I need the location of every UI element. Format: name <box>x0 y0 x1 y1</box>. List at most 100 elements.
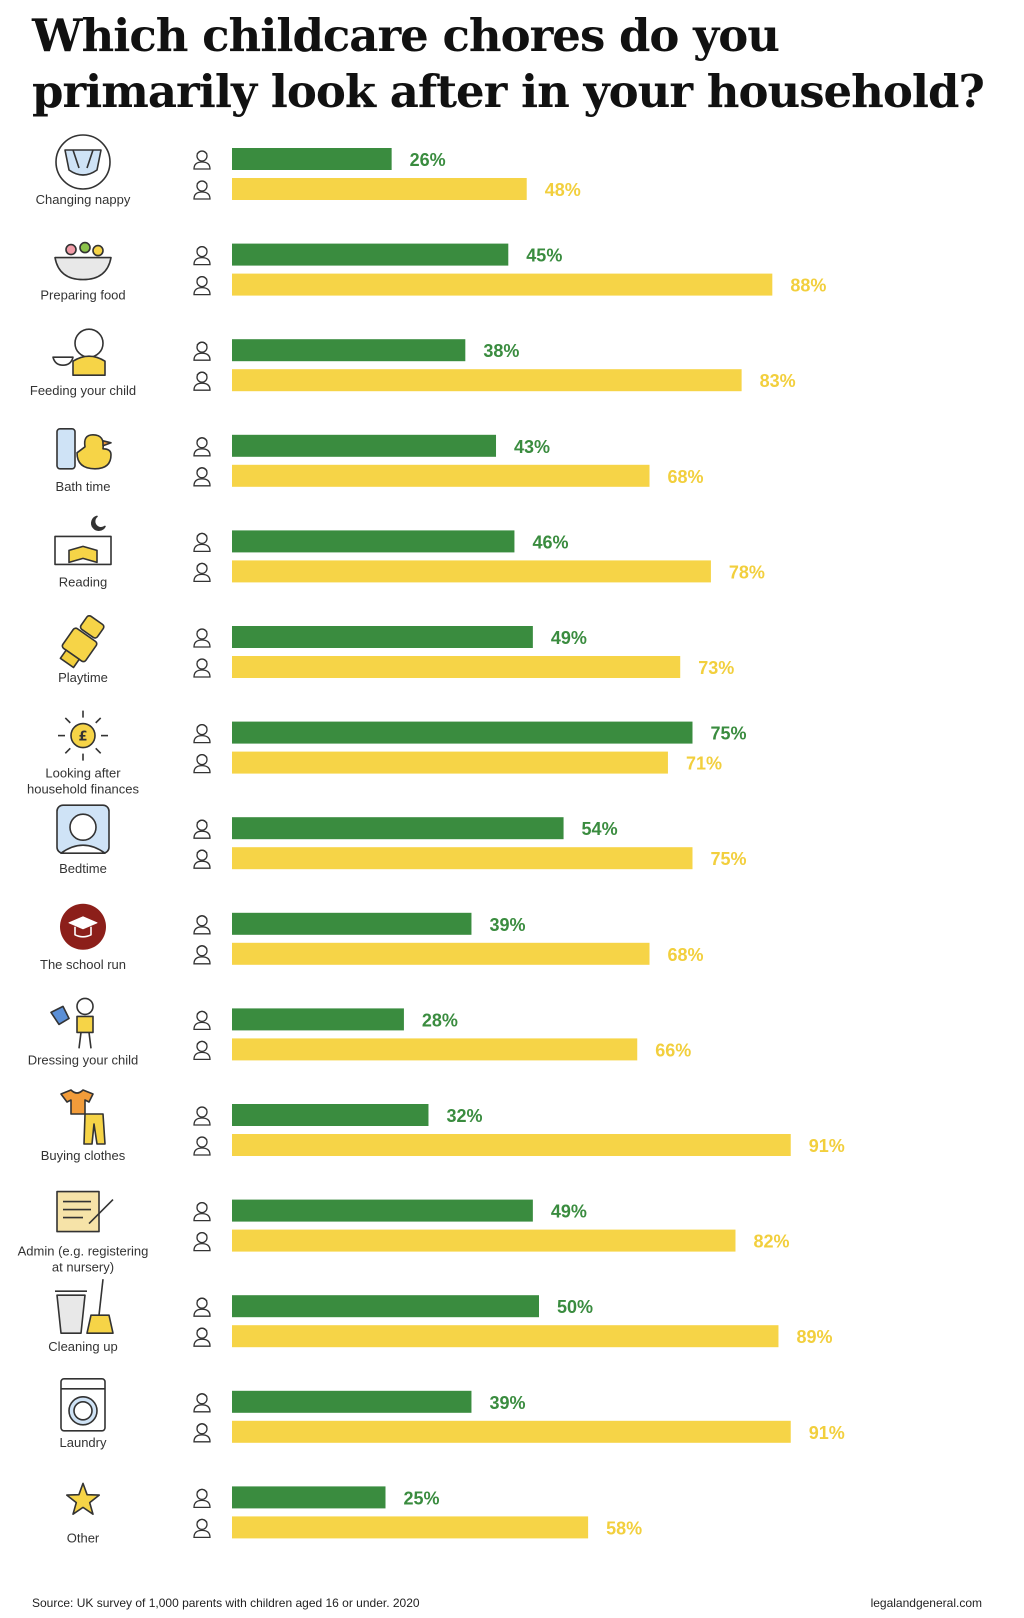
bar <box>232 817 564 840</box>
bar <box>232 1104 429 1126</box>
person-icon <box>193 180 211 200</box>
person-icon <box>193 819 211 839</box>
data-label: 45% <box>526 246 562 266</box>
bar <box>232 1325 779 1348</box>
data-label: 26% <box>410 150 446 170</box>
data-label: 25% <box>404 1488 440 1508</box>
person-icon <box>193 245 211 266</box>
person-icon <box>193 658 211 678</box>
bar <box>232 1516 589 1539</box>
category-label: Buying clothes <box>41 1148 126 1163</box>
category-label: Bedtime <box>59 861 107 876</box>
bar <box>232 1295 539 1318</box>
person-icon <box>193 1297 211 1317</box>
bar <box>232 369 742 392</box>
bar <box>232 243 509 266</box>
person-icon <box>193 1231 211 1252</box>
data-label: 49% <box>551 628 587 648</box>
bar <box>232 273 773 296</box>
person-icon <box>193 371 211 391</box>
category-label: Admin (e.g. registering at nursery) <box>18 1244 149 1275</box>
data-label: 54% <box>582 819 618 839</box>
bar <box>232 751 668 774</box>
category-label: Reading <box>59 574 107 589</box>
data-label: 68% <box>668 467 704 487</box>
data-label: 66% <box>655 1040 691 1060</box>
data-label: 32% <box>446 1106 482 1126</box>
bar <box>232 464 650 487</box>
category-label: Other <box>67 1530 100 1545</box>
person-icon <box>193 1136 211 1156</box>
bar <box>232 1008 404 1031</box>
person-icon <box>193 1010 211 1031</box>
person-icon <box>193 753 211 774</box>
data-label: 49% <box>551 1202 587 1222</box>
person-icon <box>193 945 211 965</box>
category-label: Dressing your child <box>28 1052 139 1067</box>
person-icon <box>193 150 211 170</box>
dressing-child-icon <box>50 997 94 1049</box>
bar <box>232 1390 472 1413</box>
person-icon <box>193 467 211 487</box>
category-label: Preparing food <box>40 288 125 303</box>
data-label: 75% <box>711 724 747 744</box>
person-icon <box>193 275 211 296</box>
data-label: 91% <box>809 1423 845 1443</box>
bar <box>232 530 515 553</box>
svg-text:£: £ <box>78 730 87 745</box>
person-icon <box>193 1201 211 1222</box>
person-icon <box>193 437 211 457</box>
bar-chart: Changing nappy 26% 48% Preparing food 45% 88%… <box>18 134 845 1545</box>
bar <box>232 1199 533 1222</box>
data-label: 50% <box>557 1297 593 1317</box>
data-label: 75% <box>711 849 747 869</box>
data-label: 28% <box>422 1010 458 1030</box>
data-label: 46% <box>532 532 568 552</box>
person-icon <box>193 915 211 935</box>
person-icon <box>193 1327 211 1347</box>
admin-form-icon <box>56 1190 114 1233</box>
food-bowl-icon <box>54 241 112 281</box>
toy-robot-icon <box>59 614 105 669</box>
person-icon <box>193 1423 211 1443</box>
person-icon <box>193 532 211 553</box>
data-label: 43% <box>514 437 550 457</box>
data-label: 88% <box>790 276 826 296</box>
rubber-duck-icon <box>56 427 112 470</box>
category-label: Cleaning up <box>48 1339 117 1354</box>
person-icon <box>193 723 211 744</box>
data-label: 89% <box>796 1327 832 1347</box>
bar <box>232 560 711 583</box>
bar <box>232 148 392 170</box>
bar <box>232 1134 791 1156</box>
category-label: Playtime <box>58 670 108 685</box>
person-icon <box>193 562 211 583</box>
bar <box>232 656 681 678</box>
bar <box>232 912 472 935</box>
data-label: 68% <box>668 945 704 965</box>
chart-title: Which childcare chores do you primarily … <box>32 9 985 118</box>
reading-book-icon <box>54 515 112 566</box>
person-icon <box>193 1518 211 1539</box>
category-label: Feeding your child <box>30 383 136 398</box>
person-icon <box>193 849 211 869</box>
school-hat-icon <box>60 903 106 950</box>
bar <box>232 721 693 744</box>
bar <box>232 1420 791 1443</box>
data-label: 39% <box>489 915 525 935</box>
washing-machine-icon <box>60 1378 106 1432</box>
data-label: 39% <box>489 1393 525 1413</box>
category-label: Laundry <box>60 1435 107 1450</box>
person-icon <box>193 1040 211 1061</box>
data-label: 48% <box>545 180 581 200</box>
bar <box>232 942 650 965</box>
source-note: Source: UK survey of 1,000 parents with … <box>32 1596 420 1610</box>
bar <box>232 178 527 200</box>
person-icon <box>193 1393 211 1413</box>
bar <box>232 339 466 362</box>
bar <box>232 847 693 870</box>
data-label: 82% <box>753 1232 789 1252</box>
bar <box>232 1229 736 1252</box>
bar <box>232 626 533 648</box>
person-icon <box>193 628 211 648</box>
